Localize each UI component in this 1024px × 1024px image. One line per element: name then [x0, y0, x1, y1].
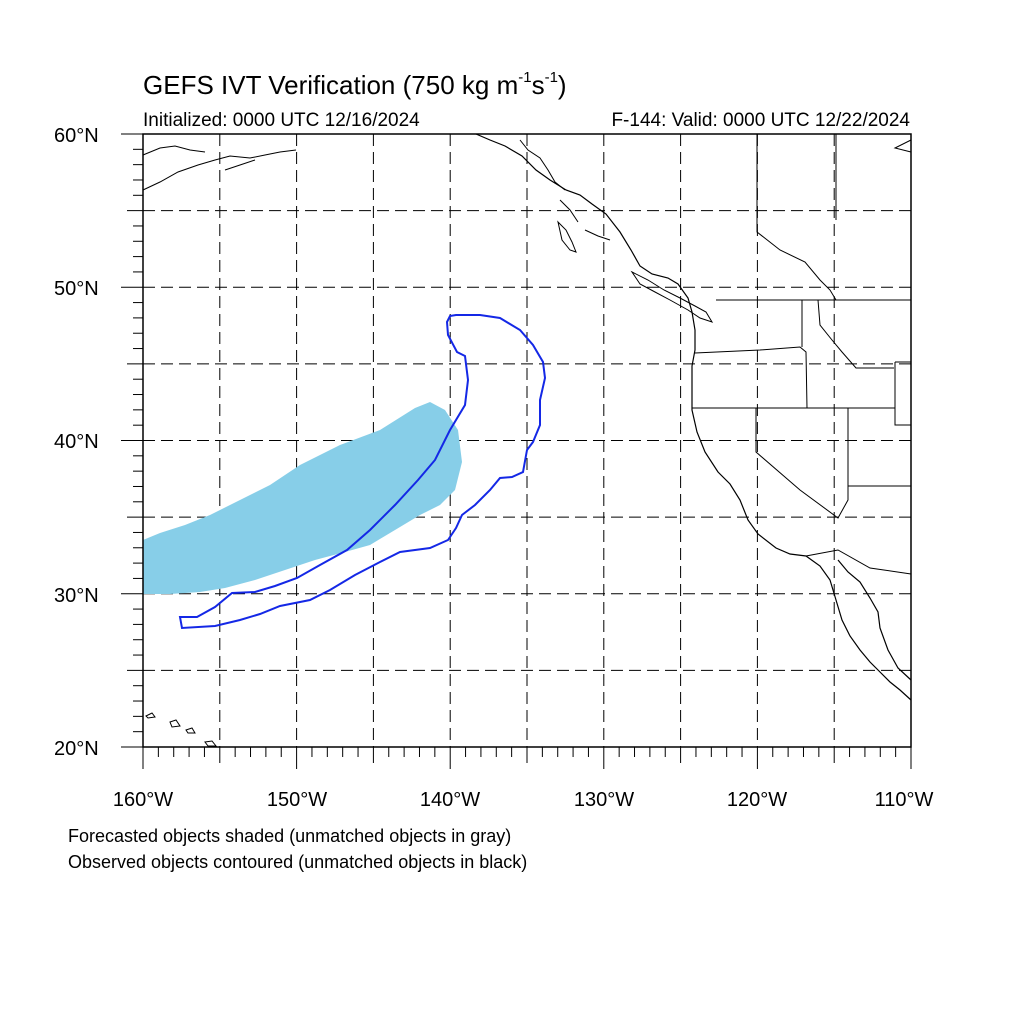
lat-label-20: 20°N	[54, 738, 99, 760]
lat-label-40: 40°N	[54, 431, 99, 453]
california-nevada-border	[755, 408, 911, 519]
alaska-peninsula	[142, 145, 297, 191]
baja-coast	[837, 559, 912, 681]
gridlines	[143, 134, 911, 747]
haida-gwaii	[557, 220, 577, 253]
chart-title: GEFS IVT Verification (750 kg m-1s-1)	[143, 69, 567, 101]
valid-time-label: F-144: Valid: 0000 UTC 12/22/2024	[611, 110, 910, 131]
alaska-panhandle-coast	[519, 139, 611, 241]
lon-label-160w: 160°W	[113, 789, 173, 811]
washington-oregon-border	[694, 346, 808, 409]
observed-object-contour	[178, 314, 547, 630]
oregon-california-border	[692, 361, 911, 426]
lon-label-120w: 120°W	[727, 789, 787, 811]
title-close: )	[557, 70, 567, 100]
title-exponent-1: -1	[518, 69, 532, 87]
axis-ticks	[121, 133, 912, 769]
title-text: GEFS IVT Verification (750 kg m	[143, 70, 519, 100]
idaho-border	[801, 299, 894, 369]
lat-label-50: 50°N	[54, 278, 99, 300]
lon-label-150w: 150°W	[267, 789, 327, 811]
caption-observed: Observed objects contoured (unmatched ob…	[68, 852, 528, 872]
lon-label-130w: 130°W	[574, 789, 634, 811]
canada-interior-lines	[756, 134, 912, 301]
title-unit-s: s	[531, 70, 545, 100]
caption-forecast: Forecasted objects shaded (unmatched obj…	[68, 826, 512, 846]
vancouver-island	[630, 270, 714, 323]
lon-label-140w: 140°W	[420, 789, 480, 811]
initialized-label: Initialized: 0000 UTC 12/16/2024	[143, 110, 420, 131]
title-exponent-2: -1	[544, 69, 558, 87]
lat-label-60: 60°N	[54, 125, 99, 147]
us-mexico-border	[805, 549, 912, 575]
coastline	[475, 133, 912, 701]
lon-label-110w: 110°W	[875, 789, 934, 811]
hawaii-islands	[145, 712, 218, 747]
lat-label-30: 30°N	[54, 585, 99, 607]
forecast-object	[143, 402, 462, 594]
